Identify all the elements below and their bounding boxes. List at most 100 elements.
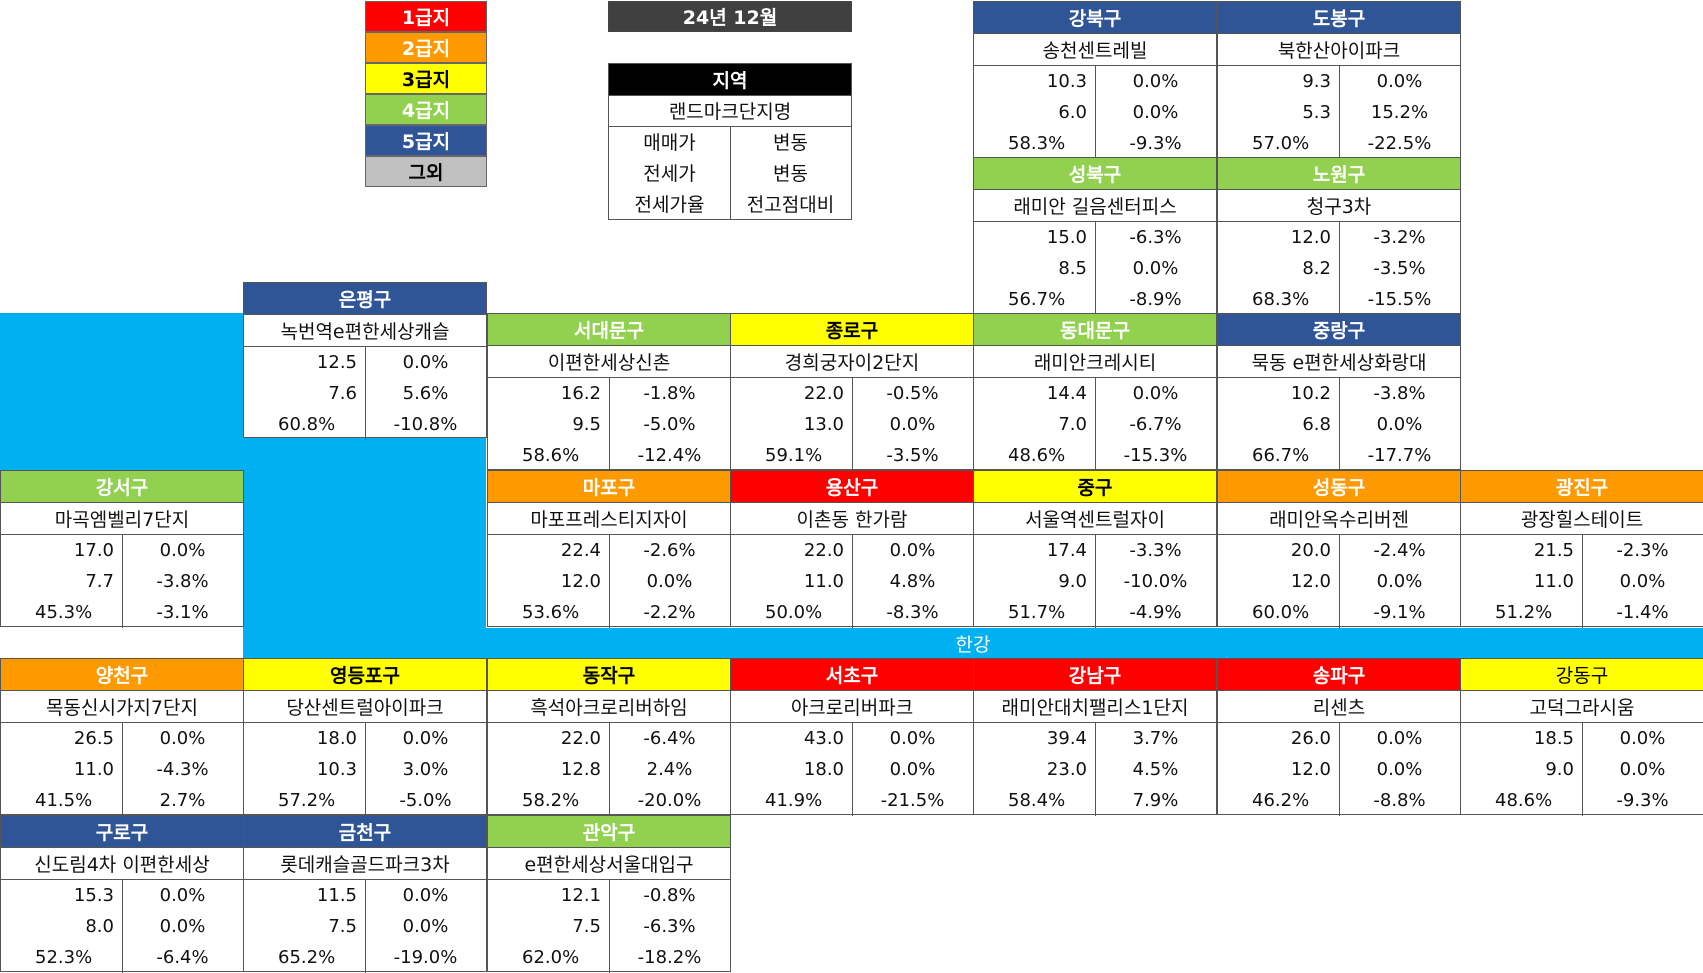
grid-divider — [609, 723, 610, 816]
district-card-seongdong: 성동구 래미안옥수리버젠 20.0 -2.4% 12.0 0.0% 60.0% -9.1% — [1217, 470, 1461, 628]
jeonse-change: 0.0% — [889, 414, 936, 435]
jeonse-ratio: 62.0% — [522, 947, 580, 968]
district-card-gangseo: 강서구 마곡엠벨리7단지 17.0 0.0% 7.7 -3.8% 45.3% -3.1% — [0, 470, 244, 628]
sale-change: -6.4% — [643, 728, 696, 749]
jeonse-change: -5.0% — [643, 414, 696, 435]
landmark-complex-name: 리센츠 — [1218, 691, 1460, 723]
sale-price: 17.4 — [1046, 540, 1087, 561]
sale-price: 12.0 — [1290, 227, 1331, 248]
district-card-dongjak: 동작구 흑석아크로리버하임 22.0 -6.4% 12.8 2.4% 58.2% -20.0% — [487, 658, 731, 816]
legend-tier-5: 5급지 — [365, 125, 487, 156]
jeonse-ratio: 52.3% — [35, 947, 93, 968]
vs-peak: -8.8% — [1373, 790, 1426, 811]
vs-peak: -6.4% — [156, 947, 209, 968]
price-grid: 17.4 -3.3% 9.0 -10.0% 51.7% -4.9% — [974, 535, 1216, 628]
jeonse-change: 0.0% — [1376, 414, 1423, 435]
jeonse-price: 12.0 — [560, 571, 601, 592]
landmark-complex-name: 아크로리버파크 — [731, 691, 973, 723]
district-card-dobong: 도봉구 북한산아이파크 9.3 0.0% 5.3 15.2% 57.0% -22.5% — [1217, 1, 1461, 159]
key-sale-row: 매매가 변동 — [609, 126, 851, 157]
sale-price: 17.0 — [73, 540, 114, 561]
vs-peak: -4.9% — [1129, 602, 1182, 623]
sale-change: 3.7% — [1132, 728, 1179, 749]
district-name: 금천구 — [244, 816, 486, 848]
legend-tier-3: 3급지 — [365, 63, 487, 94]
jeonse-price: 12.0 — [1290, 759, 1331, 780]
landmark-complex-name: 북한산아이파크 — [1218, 34, 1460, 66]
grid-divider — [852, 723, 853, 816]
jeonse-price: 23.0 — [1046, 759, 1087, 780]
jeonse-price: 13.0 — [803, 414, 844, 435]
district-name: 노원구 — [1218, 158, 1460, 190]
district-name: 은평구 — [244, 283, 486, 315]
district-name: 마포구 — [488, 471, 730, 503]
landmark-complex-name: 청구3차 — [1218, 190, 1460, 222]
jeonse-price: 10.3 — [316, 759, 357, 780]
jeonse-price: 9.0 — [1058, 571, 1087, 592]
landmark-complex-name: 마곡엠벨리7단지 — [1, 503, 243, 535]
price-grid: 15.0 -6.3% 8.5 0.0% 56.7% -8.9% — [974, 222, 1216, 315]
price-grid: 22.0 -0.5% 13.0 0.0% 59.1% -3.5% — [731, 378, 973, 471]
river-west-area — [0, 313, 243, 470]
sale-price: 22.0 — [803, 540, 844, 561]
district-card-eunpyeong: 은평구 녹번역e편한세상캐슬 12.5 0.0% 7.6 5.6% 60.8% -10.8% — [243, 282, 487, 440]
grid-divider — [1095, 222, 1096, 315]
landmark-complex-name: 래미안 길음센터피스 — [974, 190, 1216, 222]
sale-price: 15.0 — [1046, 227, 1087, 248]
district-card-yongsan: 용산구 이촌동 한가람 22.0 0.0% 11.0 4.8% 50.0% -8.3% — [730, 470, 974, 628]
sale-price: 18.5 — [1533, 728, 1574, 749]
price-grid: 21.5 -2.3% 11.0 0.0% 51.2% -1.4% — [1461, 535, 1703, 628]
jeonse-ratio: 41.5% — [35, 790, 93, 811]
landmark-complex-name: 고덕그라시움 — [1461, 691, 1703, 723]
jeonse-price: 11.0 — [73, 759, 114, 780]
sale-change: 0.0% — [1132, 383, 1179, 404]
vs-peak: -9.3% — [1129, 133, 1182, 154]
legend-tier-1: 1급지 — [365, 1, 487, 32]
district-name: 강동구 — [1461, 659, 1703, 691]
grid-divider — [1339, 222, 1340, 315]
district-card-yeongdeungpo: 영등포구 당산센트럴아이파크 18.0 0.0% 10.3 3.0% 57.2% -5.0% — [243, 658, 487, 816]
vs-peak: -22.5% — [1367, 133, 1432, 154]
sale-change: -2.3% — [1616, 540, 1669, 561]
district-name: 서대문구 — [488, 314, 730, 346]
key-sale-price-label: 매매가 — [643, 132, 696, 154]
sale-change: 0.0% — [402, 885, 449, 906]
district-card-guro: 구로구 신도림4차 이편한세상 15.3 0.0% 8.0 0.0% 52.3% -6.4% — [0, 815, 244, 973]
sale-change: -0.8% — [643, 885, 696, 906]
district-name: 구로구 — [1, 816, 243, 848]
sale-change: 0.0% — [159, 885, 206, 906]
sale-change: 0.0% — [159, 728, 206, 749]
price-grid: 18.0 0.0% 10.3 3.0% 57.2% -5.0% — [244, 723, 486, 816]
jeonse-ratio: 50.0% — [765, 602, 823, 623]
price-grid: 15.3 0.0% 8.0 0.0% 52.3% -6.4% — [1, 880, 243, 973]
grid-divider — [852, 535, 853, 628]
jeonse-change: 0.0% — [402, 916, 449, 937]
sale-change: 0.0% — [889, 540, 936, 561]
jeonse-ratio: 68.3% — [1252, 289, 1310, 310]
sale-change: -2.6% — [643, 540, 696, 561]
district-name: 중랑구 — [1218, 314, 1460, 346]
district-name: 성북구 — [974, 158, 1216, 190]
sale-price: 26.5 — [73, 728, 114, 749]
jeonse-change: 0.0% — [1619, 759, 1666, 780]
district-card-songpa: 송파구 리센츠 26.0 0.0% 12.0 0.0% 46.2% -8.8% — [1217, 658, 1461, 816]
sale-price: 9.3 — [1302, 71, 1331, 92]
landmark-complex-name: 녹번역e편한세상캐슬 — [244, 315, 486, 347]
jeonse-price: 7.7 — [85, 571, 114, 592]
district-name: 영등포구 — [244, 659, 486, 691]
jeonse-ratio: 46.2% — [1252, 790, 1310, 811]
sale-change: -0.5% — [886, 383, 939, 404]
district-card-jongno: 종로구 경희궁자이2단지 22.0 -0.5% 13.0 0.0% 59.1% -3.5% — [730, 313, 974, 471]
key-jeonse-price-label: 전세가 — [643, 163, 696, 185]
jeonse-change: 0.0% — [1619, 571, 1666, 592]
landmark-complex-name: 래미안옥수리버젠 — [1218, 503, 1460, 535]
legend-tier-6: 그외 — [365, 156, 487, 187]
vs-peak: -3.1% — [156, 602, 209, 623]
jeonse-price: 6.8 — [1302, 414, 1331, 435]
landmark-complex-name: 흑석아크로리버하임 — [488, 691, 730, 723]
jeonse-change: 0.0% — [889, 759, 936, 780]
jeonse-ratio: 51.7% — [1008, 602, 1066, 623]
grid-divider — [1339, 378, 1340, 471]
price-grid: 18.5 0.0% 9.0 0.0% 48.6% -9.3% — [1461, 723, 1703, 816]
jeonse-ratio: 57.0% — [1252, 133, 1310, 154]
